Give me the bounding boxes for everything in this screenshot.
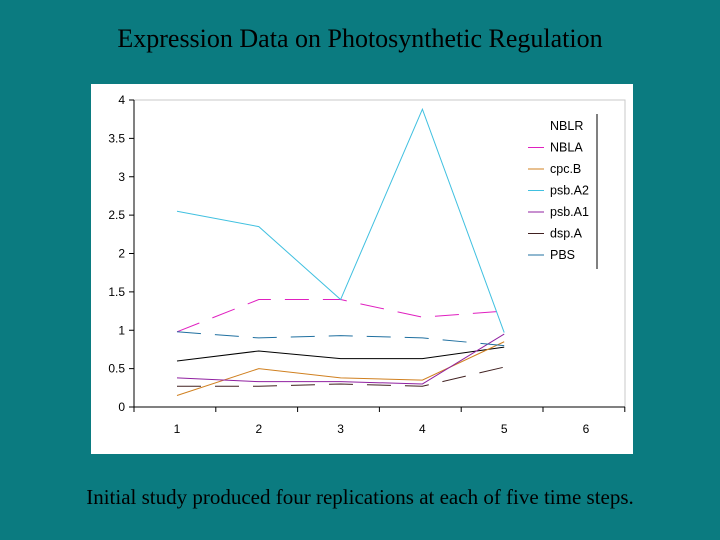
legend-label: psb.A1 xyxy=(550,205,589,219)
y-tick-label: 3 xyxy=(118,170,125,184)
x-tick-label: 3 xyxy=(337,422,344,436)
slide-title: Expression Data on Photosynthetic Regula… xyxy=(117,24,603,53)
legend-label: cpc.B xyxy=(550,162,581,176)
x-tick-label: 4 xyxy=(419,422,426,436)
y-tick-label: 1.5 xyxy=(108,285,125,299)
x-tick-label: 2 xyxy=(255,422,262,436)
y-tick-label: 0 xyxy=(118,400,125,414)
series-line-dsp-a xyxy=(177,366,505,387)
x-tick-label: 1 xyxy=(174,422,181,436)
line-chart: 0 0.5 1 1.5 2 2.5 3 3.5 4 1 2 3 4 5 6 NBLR NBLA cpc.B psb.… xyxy=(108,93,626,436)
x-tick-label: 6 xyxy=(583,422,590,436)
y-tick-label: 4 xyxy=(118,93,125,107)
series-line-nblr xyxy=(176,346,505,362)
chart-panel: 0 0.5 1 1.5 2 2.5 3 3.5 4 1 2 3 4 5 6 NBLR NBLA cpc.B psb.… xyxy=(91,84,633,454)
legend-label: PBS xyxy=(550,248,575,262)
series-line-nbla xyxy=(176,299,505,333)
legend-label: dsp.A xyxy=(550,227,583,241)
series-line-psb-a1 xyxy=(176,333,505,385)
series-line-cpc-b xyxy=(176,341,505,396)
y-tick-label: 0.5 xyxy=(108,362,125,376)
legend-label: NBLR xyxy=(550,119,583,133)
y-tick-label: 3.5 xyxy=(108,131,125,145)
x-tick-label: 5 xyxy=(501,422,508,436)
series-line-pbs xyxy=(176,331,505,347)
legend-label: psb.A2 xyxy=(550,184,589,198)
y-tick-label: 1 xyxy=(118,323,125,337)
y-tick-label: 2.5 xyxy=(108,208,125,222)
series-line-psb-a2 xyxy=(176,107,505,333)
y-tick-label: 2 xyxy=(118,247,125,261)
legend-label: NBLA xyxy=(550,141,583,155)
slide-caption: Initial study produced four replications… xyxy=(86,485,634,509)
